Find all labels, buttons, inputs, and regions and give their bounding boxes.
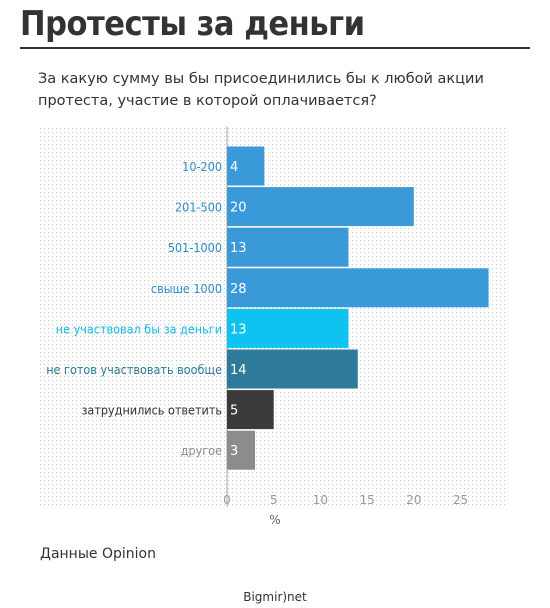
bar <box>227 227 349 267</box>
data-source: Данные Opinion <box>40 546 156 562</box>
bar <box>227 390 274 430</box>
bar-value-label: 5 <box>230 404 238 419</box>
x-tick-label: 10 <box>313 493 328 507</box>
bar <box>227 146 265 186</box>
bar-value-label: 28 <box>230 282 247 297</box>
category-label: 10-200 <box>182 159 222 174</box>
x-tick-label: 15 <box>359 493 374 507</box>
bar-value-label: 13 <box>230 322 247 337</box>
bar-value-label: 3 <box>230 444 238 459</box>
bar-value-label: 14 <box>230 363 247 378</box>
bar <box>227 349 358 389</box>
category-label: свыше 1000 <box>151 281 222 296</box>
category-label: не участвовал бы за деньги <box>56 321 222 336</box>
category-label: не готов участвовать вообще <box>46 362 222 377</box>
title-underline <box>20 47 530 49</box>
page-title: Протесты за деньги <box>20 4 365 44</box>
category-label: 501-1000 <box>168 240 222 255</box>
x-tick-label: 20 <box>406 493 421 507</box>
bar <box>227 308 349 348</box>
x-tick-label: 25 <box>453 493 468 507</box>
bar-value-label: 20 <box>230 201 247 216</box>
bar <box>227 268 489 308</box>
bar <box>227 430 256 470</box>
category-label: затруднились ответить <box>81 403 222 418</box>
x-axis-label: % <box>269 513 280 527</box>
category-label: другое <box>181 443 222 458</box>
category-label: 201-500 <box>175 200 222 215</box>
bar-value-label: 13 <box>230 241 247 256</box>
x-tick-label: 5 <box>270 493 278 507</box>
x-tick-label: 0 <box>223 493 231 507</box>
bar <box>227 187 414 227</box>
footer-brand: Bigmir)net <box>243 590 307 604</box>
bar-value-label: 4 <box>230 160 238 175</box>
chart-subtitle: За какую сумму вы бы присоединились бы к… <box>38 71 484 109</box>
